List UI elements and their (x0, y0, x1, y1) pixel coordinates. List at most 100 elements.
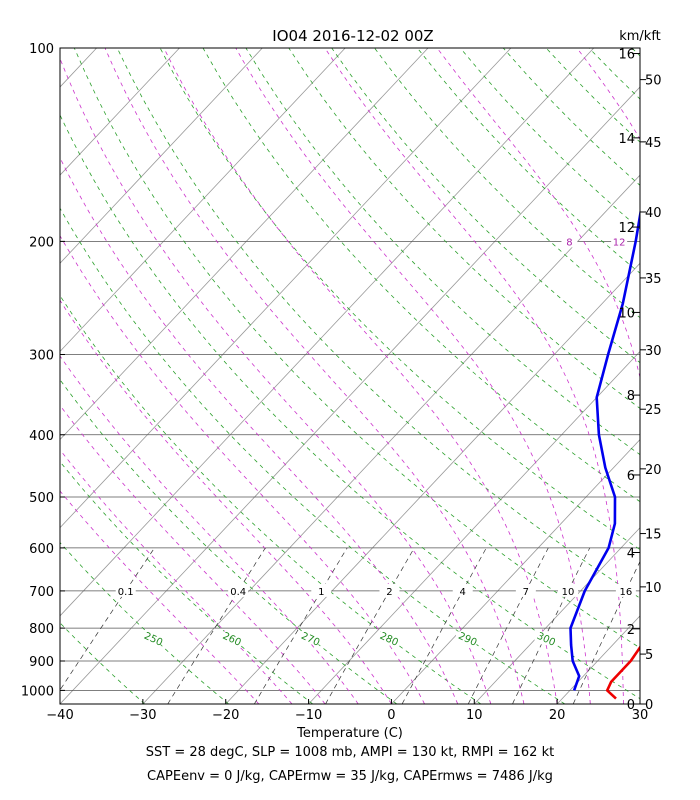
km-tick-label: 14 (618, 132, 635, 147)
isotherm (60, 48, 180, 176)
isotherm (391, 438, 640, 704)
mixing-ratio-line (401, 547, 487, 704)
kft-tick-label: 5 (645, 648, 653, 663)
moist-adiabat (576, 48, 640, 140)
label-backdrop (377, 631, 402, 645)
theta-e-label: 12 (613, 237, 626, 248)
pressure-tick-label: 100 (29, 42, 54, 57)
pressure-tick-label: 600 (29, 542, 54, 557)
theta-e-label: 16 (671, 237, 684, 248)
dry-adiabat (331, 48, 640, 364)
kft-tick-label: 30 (645, 344, 662, 359)
height-axis-label: km/kft (619, 29, 661, 44)
mixing-ratio-line (167, 547, 266, 704)
label-backdrop (615, 583, 636, 597)
mixing-ratio-line (325, 547, 415, 704)
background-grid: 0.10.41247101625026027028029030081216202… (60, 48, 700, 704)
km-tick-label: 2 (627, 623, 635, 638)
isotherm (60, 86, 640, 704)
dry-adiabat (60, 622, 145, 704)
dry-adiabat (60, 114, 640, 700)
x-tick-label: −40 (46, 708, 73, 723)
km-tick-label: 8 (627, 389, 635, 404)
isotherm (473, 527, 640, 704)
isotherm (60, 48, 595, 617)
dry-adiabat (60, 207, 566, 704)
moist-adiabat (60, 235, 425, 704)
x-tick-label: −10 (295, 708, 322, 723)
km-tick-label: 12 (618, 221, 635, 236)
kft-tick-label: 20 (645, 463, 662, 478)
moist-adiabat (60, 299, 392, 704)
label-backdrop (379, 583, 400, 597)
label-backdrop (115, 583, 136, 597)
label-backdrop (611, 235, 628, 248)
moist-adiabat (60, 57, 492, 704)
kft-tick-label: 10 (645, 581, 662, 596)
pressure-tick-label: 1000 (21, 684, 54, 699)
x-tick-label: 10 (466, 708, 483, 723)
label-backdrop (220, 631, 245, 645)
isotherm (308, 350, 640, 704)
moist-adiabat (104, 48, 525, 704)
isotherm (60, 48, 263, 264)
label-backdrop (456, 631, 481, 645)
label-backdrop (558, 583, 579, 597)
label-backdrop (534, 631, 559, 645)
moist-adiabat (60, 449, 293, 704)
km-tick-label: 4 (627, 546, 635, 561)
pressure-tick-label: 700 (29, 585, 54, 600)
isotherm (60, 48, 512, 529)
dry-adiabat (60, 702, 61, 704)
pressure-tick-label: 800 (29, 622, 54, 637)
mixing-ratio-label: 1 (318, 587, 324, 598)
pressure-tick-label: 300 (29, 348, 54, 363)
mixing-ratio-label: 2 (386, 587, 392, 598)
isotherm (60, 48, 97, 88)
moist-adiabat (60, 157, 459, 704)
km-tick-label: 10 (618, 306, 635, 321)
mixing-ratio-label: 0.4 (230, 587, 246, 598)
isotherm (60, 48, 346, 353)
label-backdrop (515, 583, 536, 597)
mixing-ratio-label: 16 (620, 587, 633, 598)
x-tick-label: −20 (212, 708, 239, 723)
label-backdrop (298, 631, 323, 645)
dry-adiabat (116, 48, 640, 599)
label-backdrop (228, 583, 249, 597)
x-tick-label: 30 (632, 708, 649, 723)
label-backdrop (452, 583, 473, 597)
mixing-ratio-label: 4 (460, 587, 466, 598)
isotherm (60, 48, 429, 441)
dry-adiabat (202, 48, 640, 503)
dry-adiabat (60, 294, 482, 704)
mixing-ratio-line (572, 560, 640, 704)
kft-tick-label: 15 (645, 528, 662, 543)
moist-adiabat (235, 48, 591, 704)
caption-cape: CAPEenv = 0 J/kg, CAPErmw = 35 J/kg, CAP… (147, 769, 553, 784)
axes: −40 −30 −20 −10 0 10 20 30100200300400500600700… (21, 42, 662, 723)
km-tick-label: 16 (618, 48, 635, 63)
moist-adiabat (60, 404, 326, 704)
dry-adiabat (675, 48, 700, 704)
pressure-tick-label: 900 (29, 655, 54, 670)
chart-title: IO04 2016-12-02 00Z (272, 27, 433, 45)
mixing-ratio-line (253, 547, 348, 704)
km-tick-label: 0 (627, 698, 635, 713)
pressure-tick-label: 500 (29, 491, 54, 506)
label-backdrop (561, 235, 578, 248)
theta-e-label: 8 (566, 237, 572, 248)
dry-adiabat (60, 461, 313, 704)
x-tick-label: −30 (129, 708, 156, 723)
kft-tick-label: 40 (645, 206, 662, 221)
mixing-ratio-label: 0.1 (118, 587, 134, 598)
pressure-tick-label: 400 (29, 429, 54, 444)
pressure-tick-label: 200 (29, 235, 54, 250)
plot-frame (59, 47, 641, 705)
kft-tick-label: 0 (645, 698, 653, 713)
x-tick-label: 20 (549, 708, 566, 723)
kft-tick-label: 45 (645, 136, 662, 151)
dry-adiabat (631, 48, 640, 57)
dry-adiabat (60, 541, 229, 704)
